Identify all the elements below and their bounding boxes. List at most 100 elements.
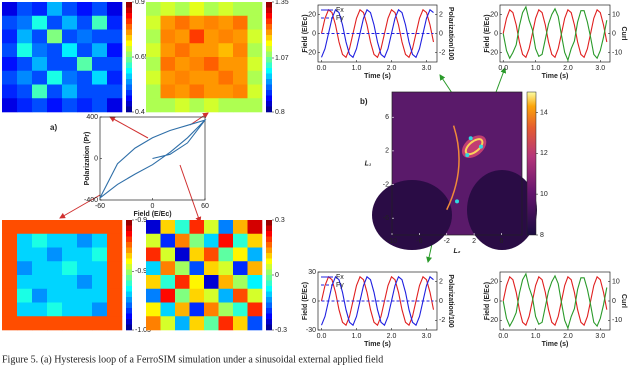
scatter-point	[455, 199, 459, 204]
heat-cell	[175, 247, 190, 262]
heat-cell	[47, 288, 63, 303]
y-tick-label: 2	[385, 148, 389, 155]
heat-cell	[218, 247, 234, 262]
x-axis-label: Time (s)	[542, 73, 569, 80]
heat-cell	[233, 29, 248, 44]
y-tick-label: 0	[312, 30, 316, 37]
y2-tick-label: 2	[439, 11, 443, 18]
heat-cell	[107, 15, 123, 30]
colorbar-segment	[126, 247, 132, 254]
heat-cell	[247, 220, 263, 235]
colorbar-tick-label: -0.9	[135, 217, 147, 224]
contour-shape	[446, 125, 460, 211]
heat-cell	[47, 43, 63, 58]
colorbar-segment	[126, 73, 132, 80]
colorbar-segment	[266, 7, 272, 14]
y-tick-label: -20	[488, 317, 498, 324]
y2-tick-label: 0	[439, 30, 443, 37]
colorbar-segment	[266, 269, 272, 276]
heat-cell	[247, 29, 263, 44]
heat-cell	[32, 247, 48, 262]
heat-cell	[247, 261, 263, 276]
heat-cell	[2, 15, 18, 30]
heat-cell	[146, 84, 161, 99]
heat-cell	[233, 98, 248, 113]
heat-cell	[62, 275, 78, 290]
heat-cell	[175, 15, 190, 30]
x-tick-label: 60	[201, 203, 209, 210]
legend-label: Fy	[336, 282, 344, 289]
heat-cell	[175, 302, 190, 317]
contour-shape	[467, 170, 537, 250]
y2-tick-label: -10	[612, 317, 622, 324]
colorbar-segment	[126, 68, 132, 74]
heat-cell	[107, 275, 123, 290]
y2-tick-label: -2	[439, 317, 445, 324]
heat-cell	[233, 316, 248, 331]
y2-tick-label: -10	[612, 49, 622, 56]
heat-cell	[160, 84, 176, 99]
heat-cell	[247, 2, 263, 17]
colorbar-segment	[126, 297, 132, 303]
colorbar-segment	[126, 90, 132, 96]
heat-cell	[189, 2, 205, 17]
heat-cell	[160, 288, 176, 303]
y2-tick-label: 10	[612, 11, 620, 18]
y2-axis-label: Curl	[620, 294, 627, 308]
heat-cell	[233, 247, 248, 262]
colorbar-segment	[126, 2, 132, 8]
colorbar-tick-label: 1.07	[275, 55, 289, 62]
y-axis-label: L₁	[365, 160, 372, 167]
colorbar-segment	[126, 324, 132, 331]
y-tick-label: 20	[308, 11, 316, 18]
colorbar-segment	[126, 242, 132, 248]
heat-cell	[2, 70, 18, 85]
colorbar-segment	[266, 57, 272, 63]
colorbar-segment	[126, 258, 132, 265]
heat-cell	[233, 233, 248, 248]
heat-cell	[146, 275, 161, 290]
heat-cell	[233, 70, 248, 85]
heat-cell	[247, 316, 263, 331]
x-tick-label: 1.0	[352, 333, 362, 340]
colorbar-segment	[126, 286, 132, 292]
colorbar-segment	[126, 225, 132, 232]
heat-cell	[175, 288, 190, 303]
heat-cell	[77, 29, 93, 44]
heat-cell	[247, 15, 263, 30]
colorbar-segment	[126, 106, 132, 113]
heat-cell	[17, 316, 33, 331]
y2-tick-label: 0	[612, 298, 616, 305]
heat-cell	[2, 2, 18, 17]
heat-cell	[32, 98, 48, 113]
heat-cell	[92, 233, 108, 248]
heat-cell	[92, 29, 108, 44]
colorbar-segment	[266, 106, 272, 113]
colorbar-segment	[126, 101, 132, 107]
heat-cell	[2, 84, 18, 99]
heat-cell	[107, 302, 123, 317]
heat-cell	[175, 43, 190, 58]
heat-cell	[175, 70, 190, 85]
heat-cell	[62, 15, 78, 30]
heat-cell	[47, 15, 63, 30]
heat-cell	[189, 70, 205, 85]
heat-cell	[189, 302, 205, 317]
colorbar-tick-label: 0.9	[135, 0, 145, 6]
heat-cell	[160, 247, 176, 262]
heat-cell	[204, 98, 219, 113]
heat-cell	[47, 220, 63, 235]
x-tick-label: 0.0	[317, 65, 327, 72]
heat-cell	[62, 84, 78, 99]
heat-cell	[146, 233, 161, 248]
heat-cell	[77, 84, 93, 99]
heat-cell	[107, 220, 123, 235]
heat-cell	[233, 15, 248, 30]
heat-cell	[233, 261, 248, 276]
heat-cell	[189, 288, 205, 303]
heat-cell	[107, 29, 123, 44]
heat-cell	[2, 288, 18, 303]
heat-cell	[204, 84, 219, 99]
heat-cell	[189, 15, 205, 30]
